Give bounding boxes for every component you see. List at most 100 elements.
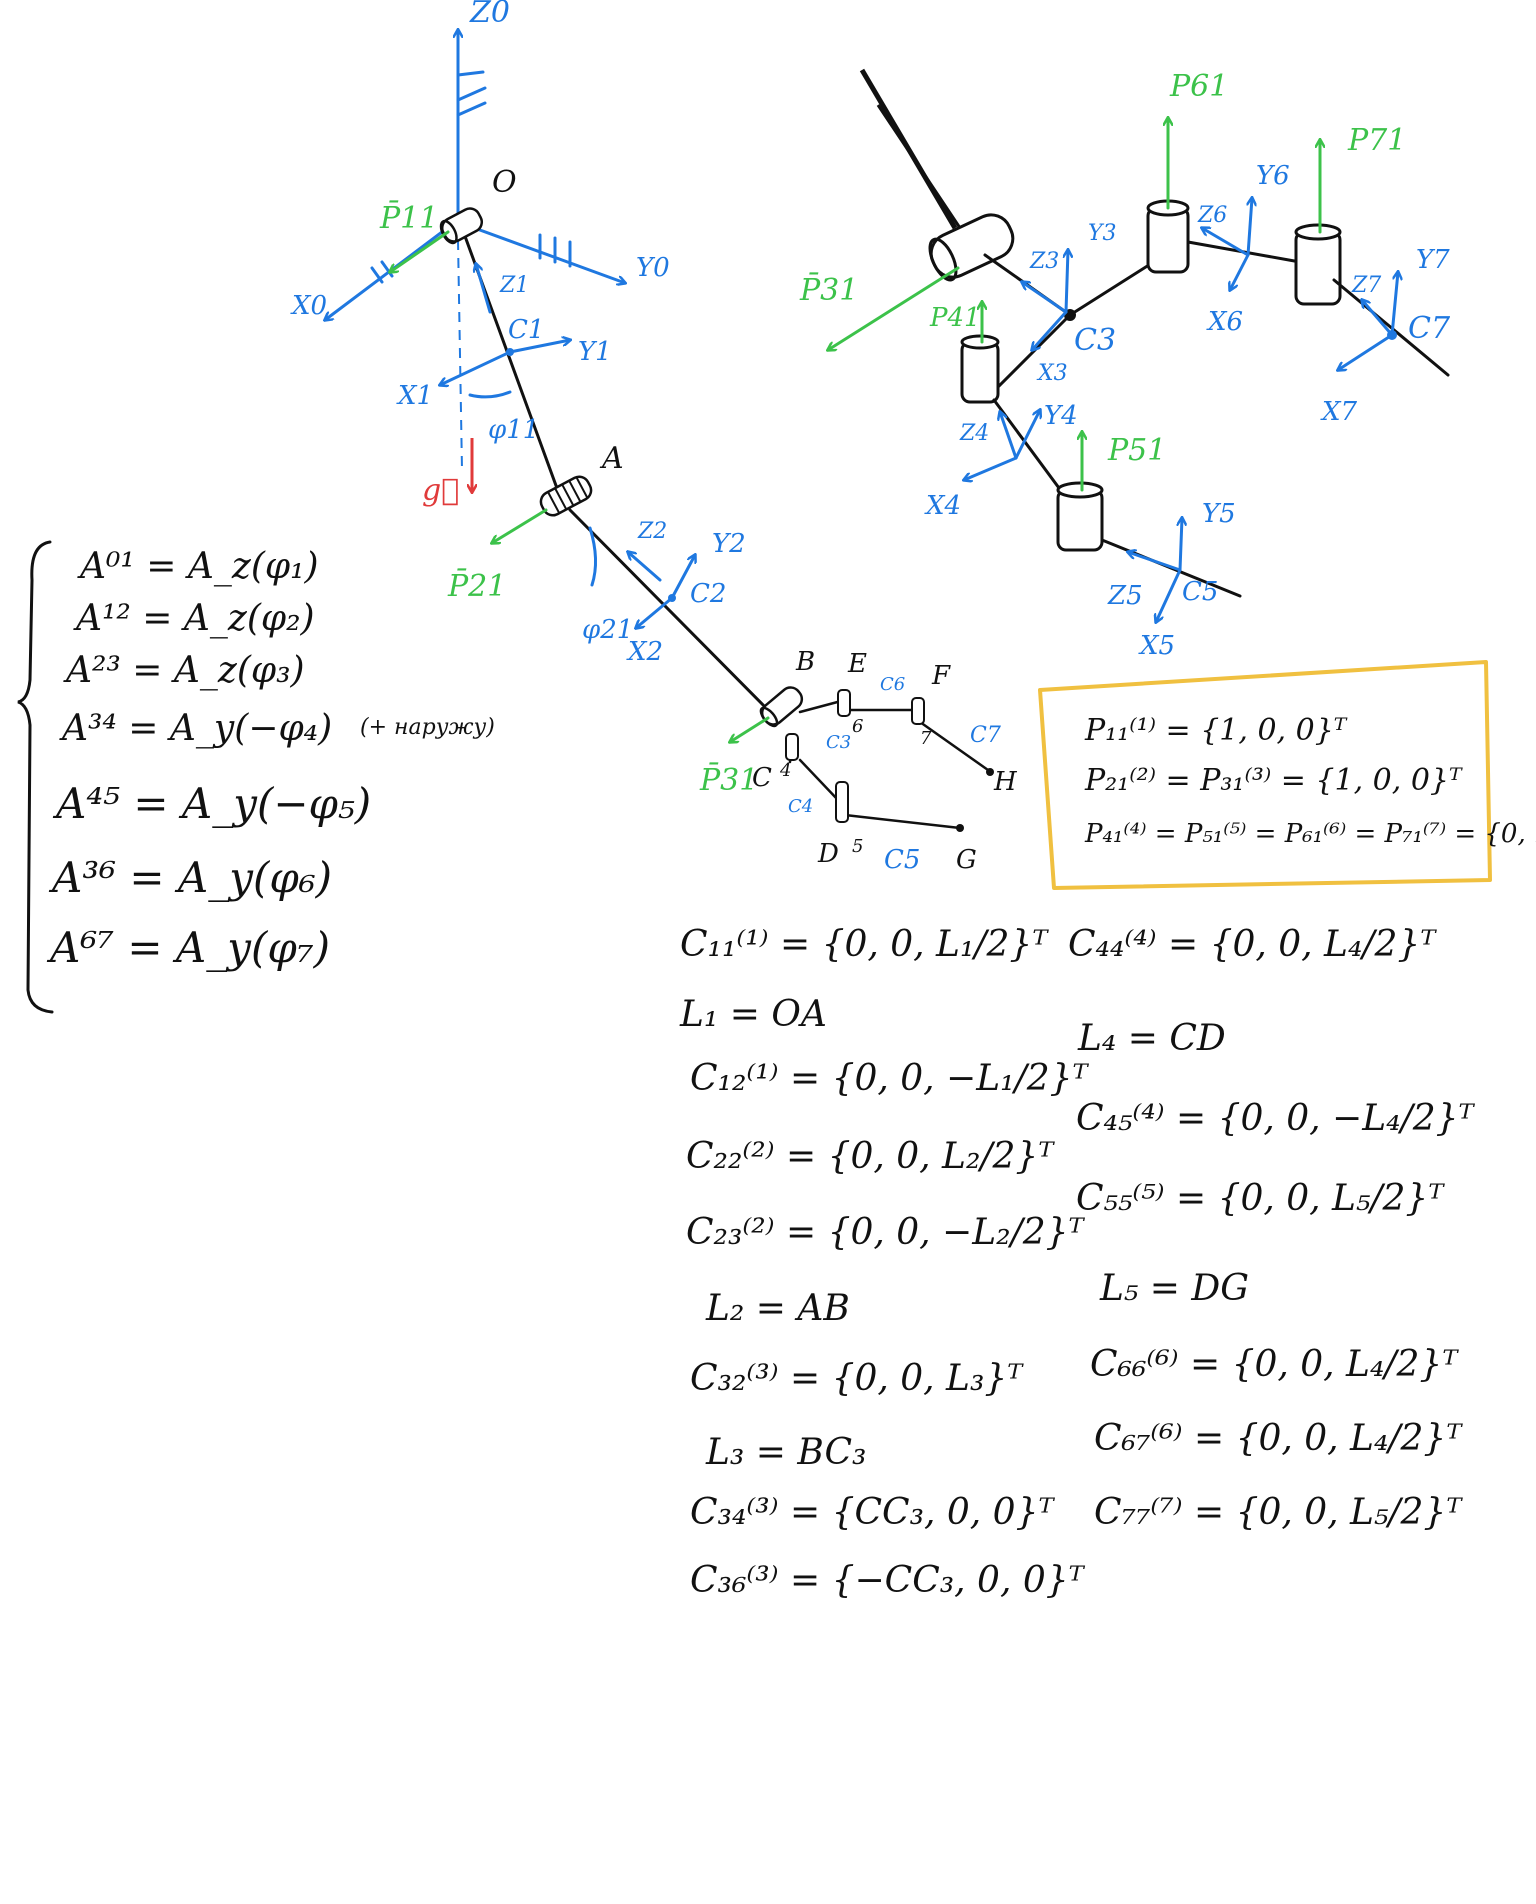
vector-c12: C₁₂⁽¹⁾ = {0, 0, −L₁/2}ᵀ <box>690 1058 1090 1099</box>
joint-4-number: 4 <box>779 760 791 781</box>
c2-label: C2 <box>690 579 726 609</box>
joint-d-right-cylinder-icon <box>1056 481 1104 552</box>
point-h-label: H <box>993 767 1018 797</box>
y4-label: Y4 <box>1044 401 1078 431</box>
joint-d-icon <box>835 781 849 823</box>
x2-label: X2 <box>626 637 663 667</box>
z5-label: Z5 <box>1107 581 1143 611</box>
point-b-label: B <box>795 647 815 677</box>
y3-axis <box>1066 250 1068 314</box>
x3-label: X3 <box>1036 361 1068 386</box>
z6-axis <box>1202 228 1250 257</box>
vector-c34: C₃₄⁽³⁾ = {CC₃, 0, 0}ᵀ <box>690 1492 1055 1533</box>
forces-box: P₁₁⁽¹⁾ = {1, 0, 0}ᵀ P₂₁⁽²⁾ = P₃₁⁽³⁾ = {1… <box>1038 660 1536 890</box>
p61-label: P61 <box>1169 69 1228 104</box>
phi21-arc <box>588 526 597 587</box>
z4-label: Z4 <box>959 421 989 446</box>
z2-axis <box>628 552 662 582</box>
ground-hatch-icon <box>456 86 487 102</box>
link-c3-c <box>988 313 1072 397</box>
joint-b-cylinder-icon <box>759 686 804 728</box>
point-d-label: D <box>817 839 839 869</box>
point-h-dot <box>986 768 994 776</box>
c7-small-label: C7 <box>970 723 1001 748</box>
link-c3-e <box>1068 256 1162 317</box>
c3-label-right: C3 <box>1074 323 1116 358</box>
ground-hatch-icon <box>456 101 487 117</box>
joint-a-cylinder-icon <box>539 475 593 517</box>
point-f-label: F <box>931 661 951 691</box>
vector-c67: C₆₇⁽⁶⁾ = {0, 0, L₄/2}ᵀ <box>1094 1418 1463 1459</box>
p71-label: P71 <box>1347 123 1406 158</box>
ground-hatch-icon <box>370 266 384 284</box>
c3-small-label: C3 <box>826 732 851 753</box>
x2-axis <box>636 596 674 628</box>
p41-label: P41 <box>929 303 981 333</box>
transform-a67: A⁶⁷ = A_y(φ₇) <box>46 923 330 972</box>
z0-label: Z0 <box>469 0 510 30</box>
shaft-line <box>876 104 962 229</box>
z3-label: Z3 <box>1029 249 1059 274</box>
p11-force-arrow <box>390 230 450 272</box>
vector-c23: C₂₃⁽²⁾ = {0, 0, −L₂/2}ᵀ <box>686 1212 1086 1253</box>
vectors-left-column: C₁₁⁽¹⁾ = {0, 0, L₁/2}ᵀ L₁ = OA C₁₂⁽¹⁾ = … <box>679 924 1090 1601</box>
c4-small-label: C4 <box>788 796 813 817</box>
x0-axis <box>325 230 444 320</box>
system-brace <box>17 540 54 1014</box>
point-e-label: E <box>847 649 867 679</box>
point-g-dot <box>956 824 964 832</box>
transform-a34: A³⁴ = A_y(−φ₄) <box>59 708 332 749</box>
y5-axis <box>1180 518 1182 572</box>
y6-axis <box>1248 198 1252 257</box>
link-dg <box>843 813 962 830</box>
link-fh <box>918 720 990 772</box>
vector-c11: C₁₁⁽¹⁾ = {0, 0, L₁/2}ᵀ <box>680 924 1049 965</box>
y1-axis <box>508 340 570 354</box>
transform-a45: A⁴⁵ = A_y(−φ₅) <box>52 779 371 828</box>
c1-label: C1 <box>508 315 544 345</box>
vector-c66: C₆₆⁽⁶⁾ = {0, 0, L₄/2}ᵀ <box>1090 1344 1459 1385</box>
p11-label: P̄11 <box>379 200 438 236</box>
y1-label: Y1 <box>578 337 612 367</box>
y2-axis <box>670 555 695 600</box>
c7-label-right: C7 <box>1408 311 1451 346</box>
left-mechanism-diagram: Z0 Y0 X0 O P̄11 Z1 C1 Y1 X1 φ11 g⃗ <box>290 0 1018 875</box>
ground-hatch-icon <box>456 70 485 77</box>
y4-axis <box>1014 410 1040 460</box>
x1-axis <box>440 350 512 385</box>
length-l4: L₄ = CD <box>1077 1018 1226 1059</box>
vector-c22: C₂₂⁽²⁾ = {0, 0, L₂/2}ᵀ <box>686 1136 1055 1177</box>
z1-axis <box>476 264 492 314</box>
transform-a34-note: (+ наружу) <box>360 715 495 740</box>
p21-label: P̄21 <box>447 568 506 604</box>
length-l1: L₁ = OA <box>679 994 827 1035</box>
y7-label: Y7 <box>1416 245 1450 275</box>
c6-small-label: C6 <box>880 674 905 695</box>
phi21-label: φ21 <box>582 615 633 645</box>
phi11-label: φ11 <box>488 415 539 445</box>
x6-label: X6 <box>1206 307 1243 337</box>
z5-axis <box>1128 552 1182 572</box>
point-g-label: G <box>956 845 977 875</box>
c5-small-label: C5 <box>884 845 920 875</box>
x5-label: X5 <box>1138 631 1175 661</box>
z7-axis <box>1362 300 1394 337</box>
p31-force-arrow-right <box>828 266 960 350</box>
x1-label: X1 <box>396 381 433 411</box>
joint-f-icon <box>911 697 925 725</box>
y2-label: Y2 <box>712 529 746 559</box>
x3-axis <box>1032 310 1068 350</box>
transform-a23: A²³ = A_z(φ₃) <box>63 650 305 691</box>
x4-axis <box>964 456 1018 480</box>
vector-c32: C₃₂⁽³⁾ = {0, 0, L₃}ᵀ <box>690 1358 1024 1399</box>
joint-o-cylinder-icon <box>439 207 484 245</box>
x7-label: X7 <box>1320 397 1358 427</box>
forces-box-frame <box>1038 660 1492 890</box>
phi11-arc <box>468 390 512 399</box>
z6-label: Z6 <box>1197 203 1227 228</box>
transform-a12: A¹² = A_z(φ₂) <box>73 598 315 639</box>
z1-label: Z1 <box>499 273 529 298</box>
length-l2: L₂ = AB <box>705 1288 850 1329</box>
force-p41-p71: P₄₁⁽⁴⁾ = P₅₁⁽⁵⁾ = P₆₁⁽⁶⁾ = P₇₁⁽⁷⁾ = {0, … <box>1084 819 1536 849</box>
transform-a36: A³⁶ = A_y(φ₆) <box>48 853 332 902</box>
